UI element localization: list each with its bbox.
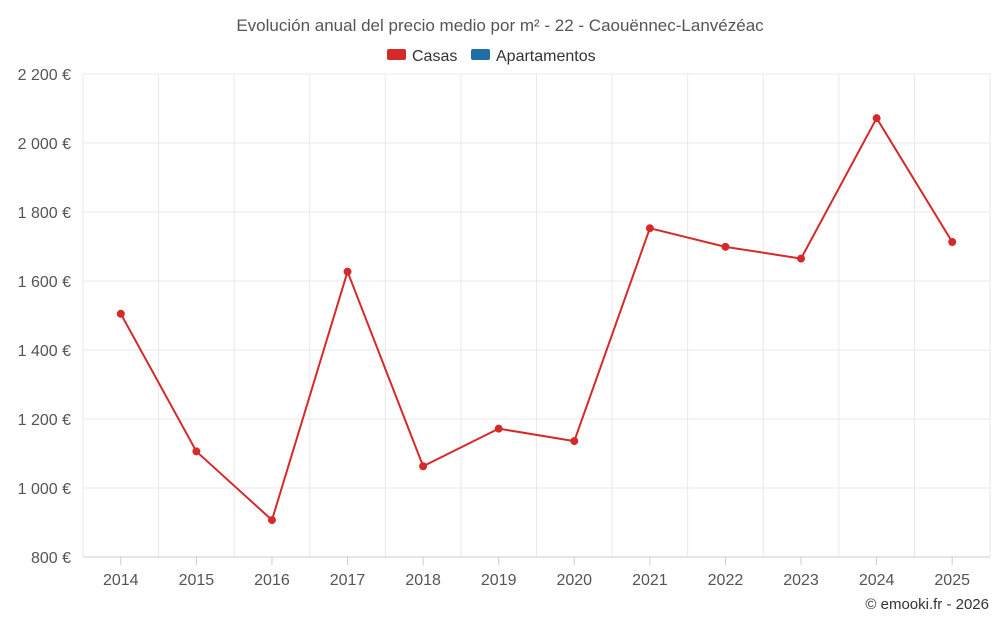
x-tick-label: 2019 xyxy=(481,572,517,589)
y-tick-label: 1 400 € xyxy=(18,343,71,360)
x-tick-label: 2016 xyxy=(254,572,290,589)
data-point-casas-2017[interactable] xyxy=(343,267,352,276)
data-point-casas-2024[interactable] xyxy=(872,114,881,123)
legend: Casas Apartamentos xyxy=(387,48,596,65)
legend-swatch-apartamentos xyxy=(471,49,490,60)
legend-swatch-casas xyxy=(387,49,406,60)
chart-title: Evolución anual del precio medio por m² … xyxy=(236,16,764,35)
credit-text: © emooki.fr - 2026 xyxy=(865,596,989,613)
x-tick-label: 2023 xyxy=(783,572,819,589)
y-axis-labels: 800 € 1 000 € 1 200 € 1 400 € 1 600 € 1 800 €… xyxy=(18,67,71,567)
data-point-casas-2016[interactable] xyxy=(267,516,276,525)
x-tick-label: 2017 xyxy=(330,572,366,589)
legend-item-casas[interactable]: Casas xyxy=(387,48,457,65)
x-tick-label: 2014 xyxy=(103,572,139,589)
series-line-casas xyxy=(119,117,954,522)
series-casas xyxy=(116,114,957,525)
x-axis-labels: 2014 2015 2016 2017 2018 2019 2020 2021 2022 2023… xyxy=(103,572,970,589)
data-point-casas-2018[interactable] xyxy=(419,462,428,471)
legend-label-casas: Casas xyxy=(412,48,457,65)
x-tick-label: 2021 xyxy=(632,572,668,589)
x-axis-ticks xyxy=(120,557,953,565)
x-tick-label: 2018 xyxy=(405,572,441,589)
data-point-casas-2022[interactable] xyxy=(721,242,730,251)
x-tick-label: 2015 xyxy=(179,572,215,589)
y-tick-label: 1 600 € xyxy=(18,274,71,291)
x-gridlines xyxy=(82,74,991,557)
y-tick-label: 2 200 € xyxy=(18,67,71,84)
x-tick-label: 2022 xyxy=(708,572,744,589)
data-point-casas-2020[interactable] xyxy=(570,437,579,446)
data-point-casas-2014[interactable] xyxy=(116,309,125,318)
y-tick-label: 800 € xyxy=(31,550,71,567)
y-tick-label: 1 800 € xyxy=(18,205,71,222)
legend-label-apartamentos: Apartamentos xyxy=(496,48,596,65)
x-tick-label: 2024 xyxy=(859,572,895,589)
y-tick-label: 1 200 € xyxy=(18,412,71,429)
data-point-casas-2015[interactable] xyxy=(192,447,201,456)
data-point-casas-2021[interactable] xyxy=(645,224,654,233)
y-tick-label: 2 000 € xyxy=(18,136,71,153)
data-point-casas-2023[interactable] xyxy=(797,254,806,263)
x-tick-label: 2020 xyxy=(556,572,592,589)
data-point-casas-2025[interactable] xyxy=(948,238,957,247)
legend-item-apartamentos[interactable]: Apartamentos xyxy=(471,48,596,65)
x-tick-label: 2025 xyxy=(934,572,970,589)
data-point-casas-2019[interactable] xyxy=(494,424,503,433)
y-tick-label: 1 000 € xyxy=(18,481,71,498)
